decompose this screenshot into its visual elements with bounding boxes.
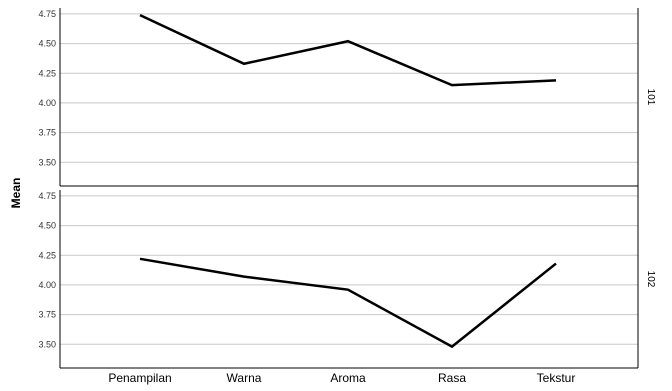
y-tick-label: 4.00 (38, 98, 56, 108)
y-tick-label: 3.75 (38, 128, 56, 138)
y-tick-label: 4.75 (38, 191, 56, 201)
y-tick-label: 4.25 (38, 250, 56, 260)
x-tick-label: Warna (227, 371, 262, 385)
panel-label: 102 (645, 271, 656, 288)
y-tick-label: 4.50 (38, 39, 56, 49)
y-tick-label: 3.50 (38, 339, 56, 349)
series-line-101 (139, 13, 557, 87)
y-tick-label: 3.75 (38, 310, 56, 320)
x-tick-label: Rasa (438, 371, 466, 385)
y-tick-label: 4.25 (38, 68, 56, 78)
y-tick-label: 4.50 (38, 221, 56, 231)
x-tick-label: Tekstur (537, 371, 576, 385)
y-axis-title: Mean (9, 178, 23, 209)
y-tick-label: 3.50 (38, 157, 56, 167)
y-tick-label: 4.75 (38, 9, 56, 19)
x-tick-label: Aroma (330, 371, 366, 385)
y-tick-label: 4.00 (38, 280, 56, 290)
panel-label: 101 (645, 89, 656, 106)
series-line-102 (139, 257, 557, 349)
x-tick-label: Penampilan (108, 371, 171, 385)
